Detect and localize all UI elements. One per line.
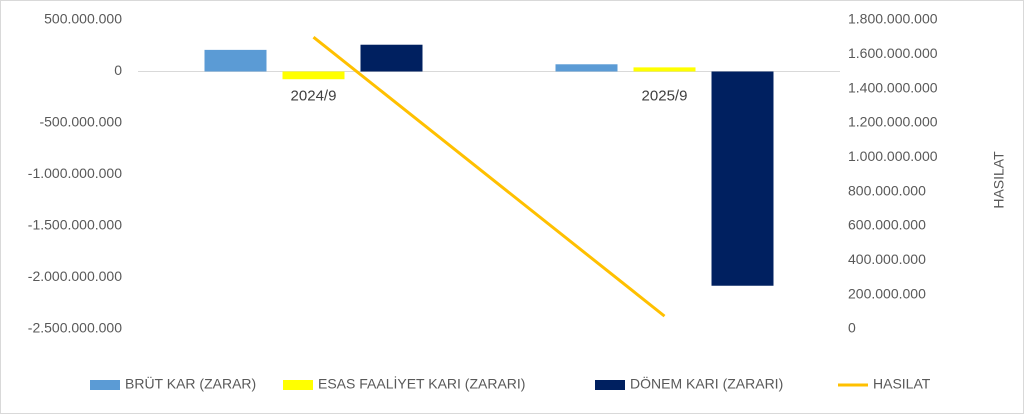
x-tick-label: 2025/9	[642, 87, 688, 104]
y-tick-label: -2.500.000.000	[28, 320, 122, 336]
y-tick-label: -2.000.000.000	[28, 268, 122, 284]
legend-swatch	[90, 380, 120, 390]
y2-tick-label: 1.200.000.000	[848, 114, 938, 130]
y-tick-label: 0	[114, 62, 122, 78]
y2-tick-label: 1.400.000.000	[848, 79, 938, 95]
y2-tick-label: 1.800.000.000	[848, 11, 938, 27]
bar	[360, 44, 423, 72]
y2-tick-label: 1.000.000.000	[848, 148, 938, 164]
legend-label: HASILAT	[873, 376, 931, 392]
bar	[282, 71, 345, 80]
legend-swatch	[595, 380, 625, 390]
legend-swatch	[283, 380, 313, 390]
y2-tick-label: 400.000.000	[848, 251, 926, 267]
x-tick-label: 2024/9	[291, 87, 337, 104]
bar	[204, 49, 267, 72]
bar	[711, 71, 774, 286]
y-tick-label: 500.000.000	[44, 11, 122, 27]
line-series	[312, 35, 666, 318]
y2-tick-label: 0	[848, 320, 856, 336]
legend-label: DÖNEM KARI (ZARARI)	[630, 375, 783, 392]
bar	[555, 64, 618, 72]
y2-axis-title: HASILAT	[991, 151, 1007, 209]
y2-tick-label: 600.000.000	[848, 217, 926, 233]
y-tick-label: -500.000.000	[39, 114, 122, 130]
legend-label: ESAS FAALİYET KARI (ZARARI)	[318, 375, 525, 392]
y2-tick-label: 1.600.000.000	[848, 45, 938, 61]
y-tick-label: -1.500.000.000	[28, 217, 122, 233]
legend-label: BRÜT KAR (ZARAR)	[125, 375, 256, 392]
y2-tick-label: 200.000.000	[848, 285, 926, 301]
y2-tick-label: 800.000.000	[848, 182, 926, 198]
y-tick-label: -1.000.000.000	[28, 165, 122, 181]
bar	[633, 67, 696, 72]
